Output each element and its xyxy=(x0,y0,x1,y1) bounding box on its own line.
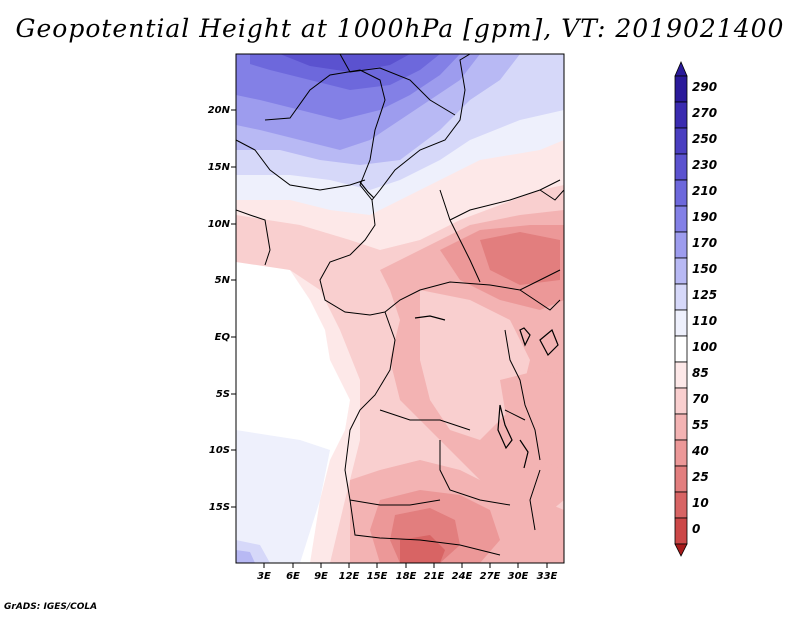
colorbar-label: 170 xyxy=(692,236,717,250)
colorbar-label: 150 xyxy=(692,262,717,276)
lat-label-15N: 15N xyxy=(208,162,231,173)
map-frame xyxy=(235,53,565,564)
colorbar-label: 55 xyxy=(692,418,709,432)
lat-label-5S: 5S xyxy=(216,389,230,400)
colorbar-label: 0 xyxy=(692,522,700,536)
colorbar-label: 290 xyxy=(692,80,717,94)
colorbar-label: 210 xyxy=(692,184,717,198)
colorbar-box xyxy=(674,75,688,103)
colorbar-box xyxy=(674,127,688,155)
lat-label-5N: 5N xyxy=(215,275,231,286)
lat-label-EQ: EQ xyxy=(215,332,231,343)
lon-label-9E: 9E xyxy=(314,571,328,582)
lakes xyxy=(359,181,559,469)
lat-label-15S: 15S xyxy=(209,502,230,513)
lon-label-24E: 24E xyxy=(452,571,473,582)
colorbar-box xyxy=(674,101,688,129)
colorbar-top-triangle xyxy=(674,60,688,77)
colorbar-box xyxy=(674,231,688,259)
colorbar-label: 270 xyxy=(692,106,717,120)
lat-label-10S: 10S xyxy=(209,445,230,456)
lon-label-30E: 30E xyxy=(508,571,529,582)
grads-credit: GrADS: IGES/COLA xyxy=(4,602,98,612)
colorbar-label: 10 xyxy=(692,496,709,510)
lon-labels: 3E 6E 9E 12E 15E 18E 21E 24E 27E 30E 33E xyxy=(257,571,557,582)
lon-label-12E: 12E xyxy=(339,571,360,582)
lat-label-10N: 10N xyxy=(208,219,231,230)
colorbar-box xyxy=(674,517,688,545)
colorbar-box xyxy=(674,205,688,233)
colorbar-label: 190 xyxy=(692,210,717,224)
lon-label-15E: 15E xyxy=(367,571,388,582)
country-boundaries xyxy=(236,54,564,556)
colorbar-box xyxy=(674,257,688,285)
lat-label-20N: 20N xyxy=(208,105,231,116)
colorbar-box xyxy=(674,387,688,415)
chart-title: Geopotential Height at 1000hPa [gpm], VT… xyxy=(15,14,785,43)
colorbar-box xyxy=(674,361,688,389)
lat-labels: 20N 15N 10N 5N EQ 5S 10S 15S xyxy=(208,105,231,513)
colorbar-box xyxy=(674,465,688,493)
lon-tick-marks xyxy=(263,563,548,568)
colorbar-box xyxy=(674,283,688,311)
colorbar-label: 100 xyxy=(692,340,717,354)
colorbar-label: 230 xyxy=(692,158,717,172)
colorbar-label: 250 xyxy=(692,132,717,146)
height-field xyxy=(236,54,564,563)
colorbar xyxy=(674,60,688,557)
colorbar-box xyxy=(674,413,688,441)
colorbar-labels: 290 270 250 230 210 190 170 150 125 110 … xyxy=(691,80,717,536)
lon-label-6E: 6E xyxy=(286,571,300,582)
colorbar-box xyxy=(674,153,688,181)
colorbar-box xyxy=(674,309,688,337)
colorbar-box xyxy=(674,335,688,363)
lon-label-33E: 33E xyxy=(537,571,558,582)
lat-tick-marks xyxy=(231,109,236,508)
colorbar-label: 85 xyxy=(692,366,709,380)
colorbar-box xyxy=(674,179,688,207)
lon-label-27E: 27E xyxy=(480,571,501,582)
lon-label-18E: 18E xyxy=(396,571,417,582)
lon-label-21E: 21E xyxy=(424,571,445,582)
colorbar-label: 40 xyxy=(691,444,709,458)
colorbar-label: 110 xyxy=(692,314,717,328)
colorbar-label: 70 xyxy=(692,392,709,406)
lon-label-3E: 3E xyxy=(257,571,271,582)
colorbar-box xyxy=(674,491,688,519)
colorbar-bottom-triangle xyxy=(674,543,688,557)
colorbar-box xyxy=(674,439,688,467)
colorbar-label: 125 xyxy=(692,288,717,302)
colorbar-label: 25 xyxy=(692,470,709,484)
